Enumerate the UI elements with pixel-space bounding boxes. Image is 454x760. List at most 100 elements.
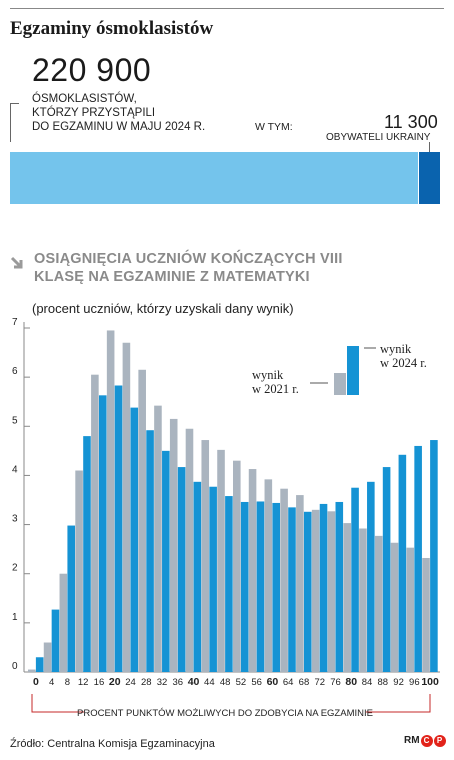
total-students-bar — [10, 152, 419, 204]
bar-2021 — [343, 523, 351, 672]
bar-2024 — [83, 436, 91, 672]
bar-2024 — [256, 501, 265, 672]
x-tick-label: 8 — [65, 677, 70, 688]
legend-label-2024: wynik — [380, 342, 412, 356]
x-tick-label: 48 — [220, 677, 231, 688]
bar-2024 — [335, 501, 344, 672]
x-tick-label: 36 — [173, 677, 184, 688]
bar-2021 — [374, 535, 383, 672]
x-tick-label: 52 — [236, 677, 247, 688]
bar-2021 — [154, 405, 162, 672]
bar-2024 — [225, 496, 233, 672]
logo-p-icon: P — [433, 735, 446, 747]
bar-2024 — [35, 657, 44, 672]
y-tick-label: 4 — [12, 464, 18, 475]
bar-2024 — [177, 467, 186, 672]
bracket-right — [429, 142, 430, 152]
bar-2021 — [264, 479, 273, 672]
x-tick-label: 88 — [378, 677, 389, 688]
bar-2024 — [367, 481, 375, 672]
bar-2021 — [28, 669, 36, 672]
bar-2024 — [67, 525, 76, 672]
x-tick-label: 0 — [33, 676, 39, 688]
logo-c-icon: C — [420, 735, 433, 747]
bar-2021 — [359, 528, 367, 672]
bar-2024 — [414, 445, 422, 672]
total-students-number: 220 900 — [32, 52, 152, 88]
bar-2021 — [422, 557, 430, 672]
x-tick-label: 56 — [251, 677, 262, 688]
y-tick-label: 0 — [12, 661, 18, 672]
arrow-down-right-icon — [10, 256, 23, 269]
bar-2024 — [146, 430, 154, 672]
bar-2021 — [217, 449, 225, 672]
bar-2021 — [75, 470, 83, 672]
x-tick-label: 28 — [141, 677, 152, 688]
page-title: Egzaminy ósmoklasistów — [10, 18, 214, 39]
legend-swatch-2021 — [334, 373, 346, 395]
chart-ylabel: (procent uczniów, którzy uzyskali dany w… — [32, 301, 294, 316]
bar-2021 — [327, 511, 336, 672]
total-students-description: ÓSMOKLASISTÓW, KTÓRZY PRZYSTĄPILI DO EGZ… — [32, 93, 206, 133]
x-tick-label: 80 — [345, 676, 357, 688]
y-tick-label: 3 — [12, 514, 18, 525]
publisher-logo: RM C P — [404, 735, 446, 747]
x-tick-label: 24 — [125, 677, 136, 688]
y-tick-label: 7 — [12, 317, 18, 328]
bar-2024 — [398, 454, 407, 672]
legend-swatch-2024 — [347, 346, 359, 395]
bar-2024 — [382, 467, 391, 672]
bar-2024 — [130, 407, 139, 672]
bar-2021 — [185, 428, 194, 672]
bar-2021 — [296, 495, 304, 672]
legend-label-2021: wynik — [252, 368, 284, 382]
bar-2021 — [169, 418, 178, 672]
legend-label-2024-line2: w 2024 r. — [380, 356, 427, 370]
x-tick-label: 68 — [299, 677, 310, 688]
x-tick-label: 60 — [267, 676, 279, 688]
x-tick-label: 72 — [314, 677, 325, 688]
x-tick-label: 76 — [330, 677, 341, 688]
x-tick-label: 44 — [204, 677, 215, 688]
x-tick-label: 12 — [78, 677, 89, 688]
bar-2021 — [248, 469, 257, 672]
bar-2024 — [303, 511, 312, 672]
x-tick-label: 92 — [393, 677, 404, 688]
y-tick-label: 5 — [12, 415, 18, 426]
bar-2021 — [106, 330, 115, 672]
y-tick-label: 1 — [12, 612, 18, 623]
bar-2024 — [209, 486, 217, 672]
x-tick-label: 4 — [49, 677, 54, 688]
bar-divider — [418, 152, 419, 204]
bar-2024 — [51, 609, 60, 672]
x-axis-bracket — [31, 694, 431, 713]
bar-2024 — [240, 501, 249, 672]
in-which-label: W TYM: — [255, 121, 293, 133]
bar-2021 — [59, 573, 68, 672]
bar-2021 — [122, 342, 131, 672]
ukrainian-students-number: 11 300 — [384, 112, 438, 132]
x-tick-label: 84 — [362, 677, 373, 688]
chart-title: OSIĄGNIĘCIA UCZNIÓW KOŃCZĄCYCH VIII KLAS… — [34, 251, 343, 285]
bar-2024 — [351, 487, 359, 672]
x-tick-label: 64 — [283, 677, 294, 688]
bar-2024 — [193, 481, 202, 672]
bar-2024 — [319, 503, 328, 672]
bar-2021 — [280, 488, 288, 672]
bar-2021 — [138, 369, 146, 672]
x-tick-label: 40 — [188, 676, 200, 688]
ukrainian-students-bar — [419, 152, 440, 204]
x-tick-label: 16 — [94, 677, 105, 688]
bar-2021 — [311, 509, 320, 672]
legend-label-2021-line2: w 2021 r. — [252, 382, 299, 396]
bar-2021 — [201, 440, 210, 672]
x-tick-label: 32 — [157, 677, 168, 688]
logo-text: RM — [404, 735, 420, 746]
x-axis-label: PROCENT PUNKTÓW MOŻLIWYCH DO ZDOBYCIA NA… — [77, 708, 373, 719]
bar-2024 — [98, 395, 107, 672]
x-tick-label: 100 — [421, 676, 439, 688]
bar-2021 — [390, 542, 399, 672]
bar-2021 — [406, 547, 415, 672]
bracket-left — [10, 103, 19, 142]
